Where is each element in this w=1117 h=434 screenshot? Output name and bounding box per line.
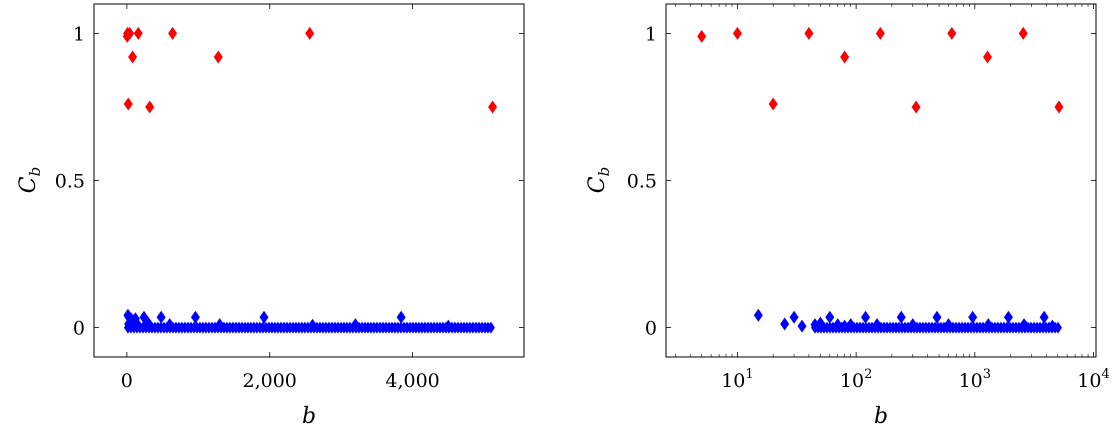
data-point-series-2	[753, 308, 763, 322]
y-axis-title-left: Cb	[16, 167, 44, 193]
x-tick-label-base: 10	[840, 370, 864, 392]
x-tick-label-exponent: 1	[745, 367, 753, 382]
x-tick-label: 4,000	[385, 370, 439, 392]
data-point-series-1	[213, 50, 223, 64]
x-tick-label: 104	[1077, 367, 1109, 392]
data-point-series-1	[1018, 26, 1028, 40]
data-point-series-2	[165, 318, 175, 332]
plot-frame-left	[93, 3, 525, 358]
y-axis-title-main-left: C	[16, 176, 41, 193]
data-point-series-1	[697, 29, 707, 43]
data-point-series-2	[259, 310, 269, 324]
data-point-series-2	[815, 316, 825, 330]
data-point-series-1	[145, 100, 155, 114]
y-tick-label: 0	[73, 318, 85, 340]
data-point-series-2	[1019, 318, 1029, 332]
y-axis-title-sub-right: b	[595, 167, 613, 177]
data-point-series-2	[846, 318, 856, 332]
data-point-series-1	[983, 50, 993, 64]
data-point-series-1	[305, 26, 315, 40]
data-point-series-2	[932, 310, 942, 324]
x-tick-label: 0	[121, 370, 133, 392]
data-point-series-1	[768, 97, 778, 111]
data-point-series-2	[968, 310, 978, 324]
data-point-series-2	[156, 310, 166, 324]
data-point-series-1	[732, 26, 742, 40]
data-point-series-1	[875, 26, 885, 40]
data-point-series-2	[443, 319, 453, 333]
data-point-series-1	[947, 26, 957, 40]
y-axis-title-sub-left: b	[26, 167, 44, 177]
data-point-series-2	[872, 318, 882, 332]
y-axis-title-main-right: C	[585, 176, 610, 193]
data-point-series-1	[125, 26, 135, 40]
x-axis-title-right: b	[874, 404, 888, 429]
data-point-series-2	[861, 310, 871, 324]
data-point-series-2	[133, 318, 143, 332]
data-point-series-2	[1047, 319, 1057, 333]
data-point-series-2	[1003, 310, 1013, 324]
y-tick-label: 1	[645, 23, 657, 45]
x-tick-label-base: 10	[1077, 370, 1101, 392]
data-point-series-1	[911, 100, 921, 114]
data-point-series-1	[123, 97, 133, 111]
data-point-series-2	[797, 319, 807, 333]
marks-left	[122, 26, 498, 334]
data-point-series-1	[133, 26, 143, 40]
x-axis-title-left: b	[302, 404, 316, 429]
data-point-baseline-marker	[486, 321, 495, 334]
data-point-series-2	[190, 310, 200, 324]
data-point-series-1	[168, 26, 178, 40]
data-point-series-2	[780, 317, 790, 331]
data-point-series-2	[143, 316, 153, 330]
data-point-series-2	[396, 310, 406, 324]
ticks-left: 0 0.5 1 0 2,000 4,000	[55, 4, 524, 392]
data-point-series-2	[908, 318, 918, 332]
chart-left: 0 0.5 1 0 2,000 4,000 b Cb	[16, 3, 525, 429]
plot-frame-right	[665, 3, 1097, 358]
x-tick-label-base: 10	[721, 370, 745, 392]
data-point-series-2	[833, 318, 843, 332]
data-point-baseline-marker	[1053, 321, 1062, 334]
x-tick-label: 2,000	[243, 370, 297, 392]
data-point-series-2	[840, 319, 850, 333]
data-point-series-1	[1054, 100, 1064, 114]
x-tick-label-exponent: 4	[1101, 367, 1109, 382]
x-tick-label: 101	[721, 367, 753, 392]
x-tick-label-exponent: 2	[864, 367, 872, 382]
y-tick-label: 0.5	[627, 171, 657, 193]
data-point-series-2	[789, 310, 799, 324]
data-point-series-1	[488, 100, 498, 114]
y-axis-title-right: Cb	[585, 167, 613, 193]
x-tick-label: 102	[840, 367, 872, 392]
data-point-series-1	[128, 50, 138, 64]
data-point-series-2	[943, 318, 953, 332]
x-tick-label-base: 10	[959, 370, 983, 392]
y-tick-label: 0.5	[55, 171, 85, 193]
y-tick-label: 0	[645, 318, 657, 340]
data-point-series-2	[350, 318, 360, 332]
data-point-series-2	[896, 310, 906, 324]
data-point-series-1	[840, 50, 850, 64]
data-point-series-2	[983, 318, 993, 332]
x-tick-label-exponent: 3	[983, 367, 991, 382]
data-point-series-2	[825, 310, 835, 324]
data-point-series-2	[215, 318, 225, 332]
marks-right	[697, 26, 1064, 334]
data-point-series-2	[308, 318, 318, 332]
x-tick-label: 103	[959, 367, 991, 392]
data-point-series-2	[1039, 310, 1049, 324]
data-point-series-1	[804, 26, 814, 40]
y-tick-label: 1	[73, 23, 85, 45]
